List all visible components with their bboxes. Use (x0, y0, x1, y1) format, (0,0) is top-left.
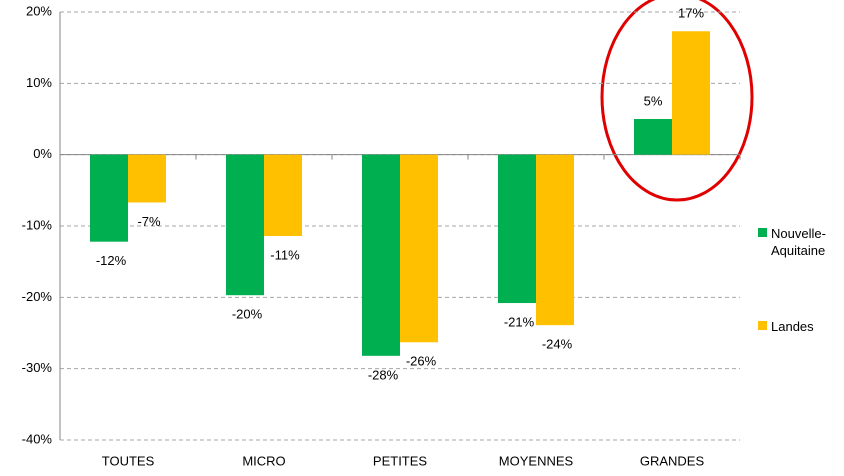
y-tick-label: -40% (22, 431, 53, 446)
legend-swatch (758, 321, 767, 330)
x-tick-label: MICRO (242, 453, 285, 468)
bar (536, 154, 574, 326)
y-tick-label: 0% (33, 146, 52, 161)
legend-item: Landes (758, 318, 844, 335)
x-tick-label: GRANDES (640, 453, 705, 468)
x-tick-label: MOYENNES (499, 453, 574, 468)
bar (672, 31, 710, 155)
data-label: -26% (406, 354, 437, 369)
data-label: -20% (232, 307, 263, 322)
bar (128, 154, 166, 203)
legend-label: Nouvelle-Aquitaine (771, 226, 826, 258)
bar (90, 154, 128, 242)
highlight-ellipse (600, 0, 754, 202)
bar (634, 119, 672, 155)
y-tick-label: 20% (26, 3, 52, 18)
data-label: -24% (542, 337, 573, 352)
data-label: 5% (644, 93, 663, 108)
bar (400, 154, 438, 343)
legend-label: Landes (771, 319, 814, 334)
y-tick-label: -20% (22, 289, 53, 304)
data-label: -11% (270, 247, 300, 262)
bar (362, 154, 400, 356)
x-tick-label: TOUTES (102, 453, 155, 468)
y-tick-label: -30% (22, 360, 53, 375)
data-label: -7% (137, 214, 161, 229)
data-label: 17% (678, 6, 704, 21)
data-label: -28% (368, 367, 399, 382)
bar (264, 154, 302, 236)
data-label: -21% (504, 314, 535, 329)
bar (498, 154, 536, 304)
x-tick-label: PETITES (373, 453, 428, 468)
data-label: -12% (96, 253, 127, 268)
legend-item: Nouvelle-Aquitaine (758, 225, 844, 259)
legend-swatch (758, 228, 767, 237)
bar (226, 154, 264, 296)
y-tick-label: -10% (22, 217, 53, 232)
y-tick-label: 10% (26, 75, 52, 90)
